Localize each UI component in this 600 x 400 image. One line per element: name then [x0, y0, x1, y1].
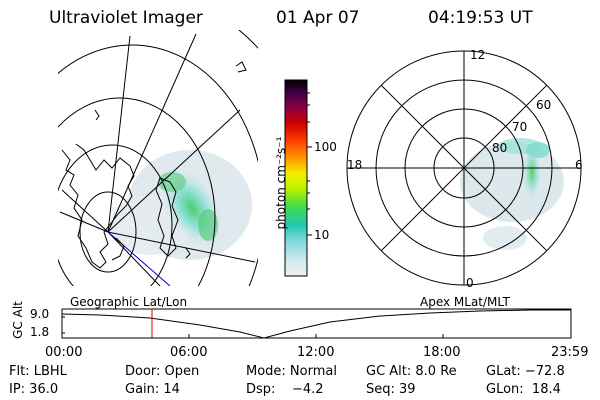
timeline-left-caption: Geographic Lat/Lon [70, 295, 188, 309]
ip-info: IP: 36.0 [9, 382, 59, 397]
date-label: 01 Apr 07 [276, 8, 360, 28]
gc-alt-info: GC Alt: 8.0 Re [366, 364, 457, 379]
timeline-right-caption: Apex MLat/MLT [420, 295, 510, 309]
dsp-info: Dsp: −4.2 [246, 382, 324, 397]
glat-info: GLat: −72.8 [486, 364, 565, 379]
colorbar-unit-label: photon cm⁻²s⁻¹ [274, 136, 288, 230]
timeline-xtick-0600: 06:00 [170, 345, 208, 360]
gain-info: Gain: 14 [125, 382, 180, 397]
timeline-ytick-bottom: 1.8 [30, 325, 50, 339]
polar-plot [346, 50, 582, 286]
mode-info: Mode: Normal [246, 364, 337, 379]
seq-info: Seq: 39 [366, 382, 416, 397]
aurora-haze-polar [460, 142, 564, 222]
colorbar-tick-100: 100 [314, 140, 337, 154]
colorbar [284, 79, 312, 277]
timeline-ylabel: GC Alt [11, 301, 25, 339]
lat-label-60: 60 [536, 98, 552, 112]
timeline-xtick-1200: 12:00 [297, 345, 335, 360]
mlt-label-0: 0 [466, 276, 474, 290]
mlt-label-6: 6 [575, 158, 583, 172]
door-info: Door: Open [125, 364, 200, 379]
lat-label-80: 80 [492, 141, 508, 155]
geographic-map [58, 30, 258, 286]
timeline-xtick-1800: 18:00 [423, 345, 461, 360]
app-title: Ultraviolet Imager [49, 8, 203, 28]
timeline-xtick-2359: 23:59 [551, 345, 589, 360]
altitude-curve [61, 309, 571, 339]
time-label: 04:19:53 UT [428, 8, 533, 28]
timeline-xtick-0000: 00:00 [45, 345, 83, 360]
timeline-ytick-top: 9.0 [30, 307, 50, 321]
timeline-plot [61, 308, 572, 339]
mlt-label-18: 18 [347, 158, 363, 172]
lat-label-70: 70 [512, 120, 528, 134]
glon-info: GLon: 18.4 [486, 382, 561, 397]
colorbar-tick-10: 10 [314, 228, 330, 242]
mlt-label-12: 12 [470, 48, 486, 62]
filter-info: Flt: LBHL [9, 364, 67, 379]
